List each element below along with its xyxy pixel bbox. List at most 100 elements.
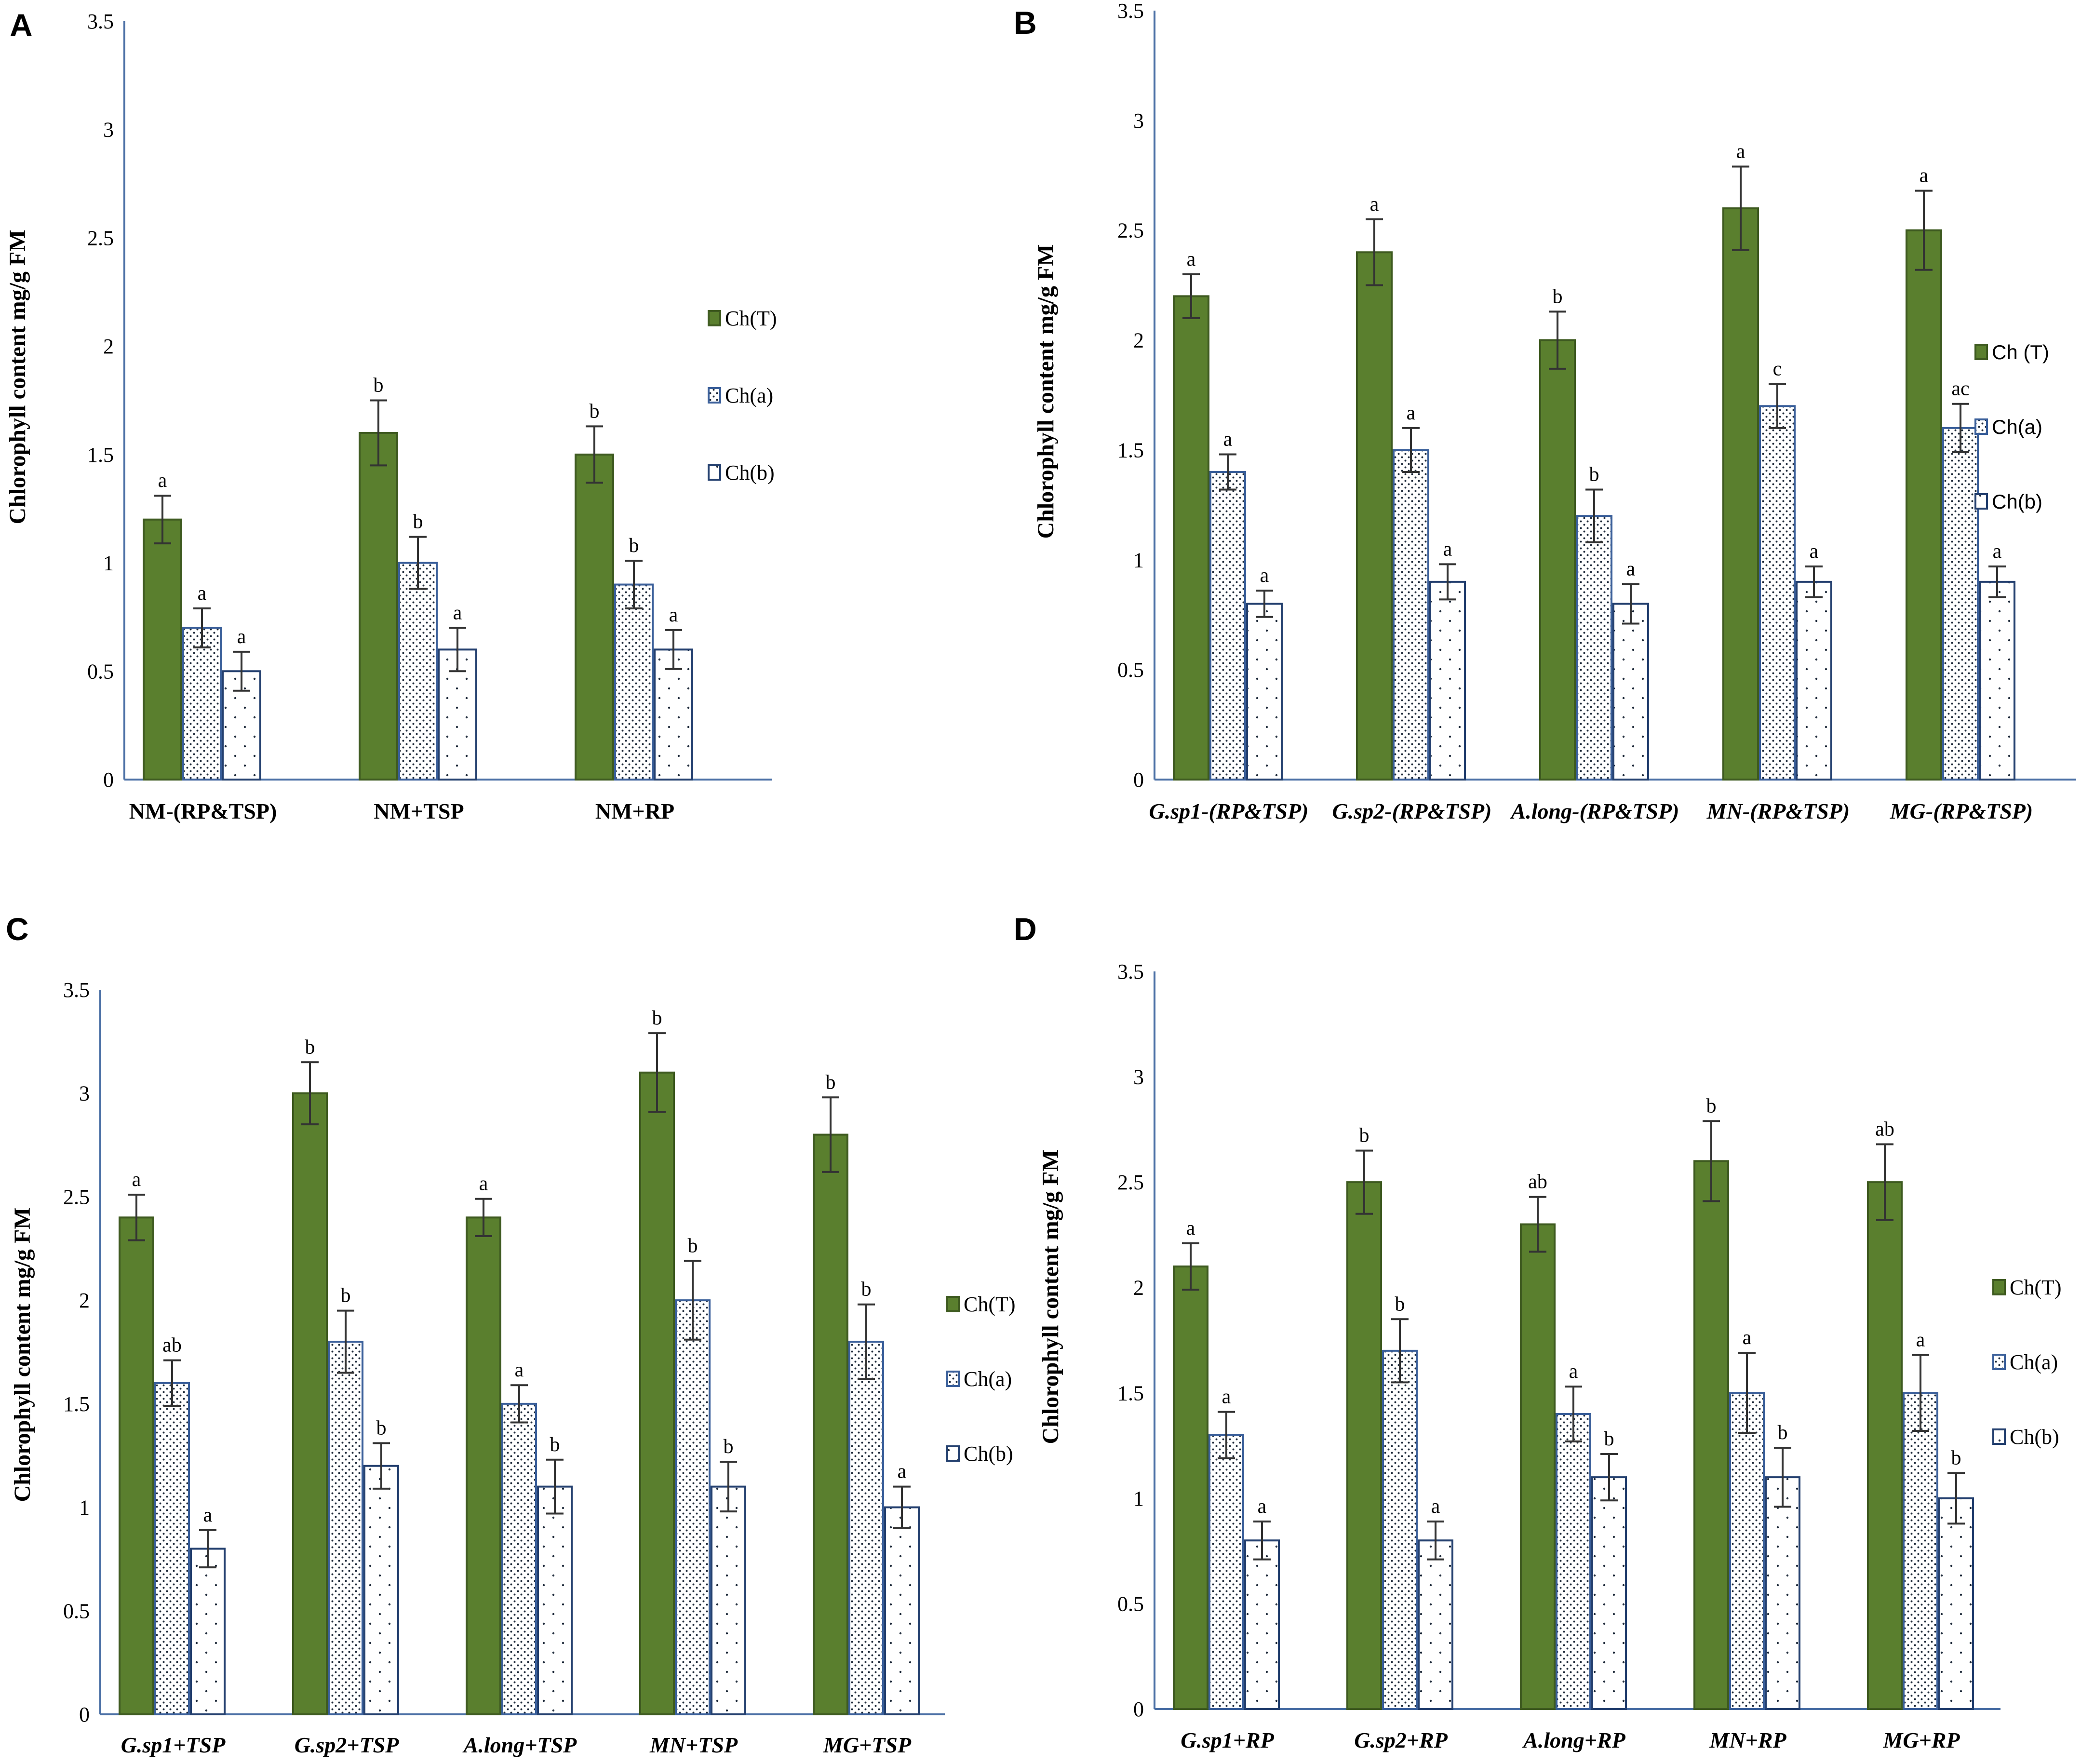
sig-letter: a xyxy=(1186,1217,1195,1239)
legend-label-ch-b: Ch(b) xyxy=(2010,1425,2059,1449)
y-tick-label: 2.5 xyxy=(63,1185,90,1209)
panel-letter: C xyxy=(6,911,29,947)
x-category-label: MN+TSP xyxy=(649,1733,738,1757)
significance-letters: a b ab b ab a b a a a a a b b b xyxy=(1186,1095,1961,1518)
sig-letter: b xyxy=(1589,463,1599,485)
error-bar xyxy=(1774,1446,1791,1508)
y-tick-label: 3 xyxy=(1133,1065,1144,1089)
legend-label-ch-t: Ch (T) xyxy=(1992,341,2049,364)
bar-ch-b xyxy=(1796,580,1832,781)
bar-ch-b xyxy=(1765,1476,1800,1710)
legend-swatch-ch-t xyxy=(946,1296,960,1312)
error-bar xyxy=(1218,1411,1235,1459)
bar-ch-b xyxy=(1979,580,2015,781)
sig-letter: a xyxy=(515,1359,524,1381)
y-tick-label: 1 xyxy=(79,1496,90,1520)
error-bar xyxy=(154,495,171,545)
legend: Ch (T) Ch(a) Ch(b) xyxy=(1992,341,2049,513)
error-bar xyxy=(1256,590,1273,618)
sig-letter: a xyxy=(237,626,246,648)
bar-ch-t xyxy=(1520,1223,1556,1710)
x-category-label: MG-(RP&TSP) xyxy=(1890,799,2033,823)
y-tick-label: 2 xyxy=(1133,1276,1144,1300)
x-category-label: NM-(RP&TSP) xyxy=(129,799,277,823)
y-tick-label: 2.5 xyxy=(1117,1171,1144,1194)
legend-label-ch-a: Ch(a) xyxy=(725,384,773,407)
legend-swatch-ch-a xyxy=(1974,418,1988,435)
error-bar xyxy=(1738,1352,1756,1434)
sig-letter: b xyxy=(590,400,600,422)
sig-letter: a xyxy=(1626,558,1636,580)
y-tick-label: 3.5 xyxy=(1117,960,1144,983)
error-bar xyxy=(193,607,211,648)
error-bar xyxy=(586,425,603,484)
bar-ch-b xyxy=(711,1485,746,1716)
bar-ch-a xyxy=(328,1341,363,1715)
bar-ch-t xyxy=(1173,1266,1208,1710)
y-tick-label: 3 xyxy=(79,1082,90,1105)
bar-ch-b xyxy=(1612,603,1649,781)
x-category-labels: G.sp1+RP G.sp2+RP A.long+RP MN+RP MG+RP xyxy=(1181,1728,1960,1752)
legend-swatch-ch-a xyxy=(946,1371,960,1387)
sig-letter: a xyxy=(158,470,167,492)
legend-swatch-ch-b xyxy=(708,464,721,481)
sig-letter: b xyxy=(652,1007,662,1029)
y-tick-label: 2 xyxy=(1133,329,1144,352)
legend: Ch(T) Ch(a) Ch(b) xyxy=(725,307,777,485)
sig-letter: b xyxy=(376,1417,387,1439)
sig-letter: b xyxy=(826,1071,836,1093)
sig-letter: a xyxy=(1920,165,1929,187)
x-category-label: G.sp2-(RP&TSP) xyxy=(1332,799,1492,823)
sig-letter: ac xyxy=(1951,378,1969,400)
error-bar xyxy=(1732,165,1749,251)
legend-swatch-ch-b xyxy=(946,1445,960,1462)
legend-swatches xyxy=(946,1296,960,1462)
error-bar xyxy=(648,1032,666,1113)
error-bar xyxy=(1391,1318,1409,1384)
error-bar xyxy=(1947,1472,1965,1525)
error-bar xyxy=(1439,563,1456,601)
x-category-label: G.sp1+TSP xyxy=(121,1733,226,1757)
sig-letter: b xyxy=(1604,1428,1614,1450)
bar-ch-t xyxy=(1539,339,1576,781)
panel-a: A Chlorophyll content mg/g FM 0 0.5 1 1.… xyxy=(5,7,777,823)
y-tick-label: 0 xyxy=(79,1703,90,1726)
error-bar xyxy=(1703,1120,1720,1202)
panel-letter: A xyxy=(10,7,33,43)
bar-ch-a xyxy=(1729,1392,1765,1710)
bar-ch-t xyxy=(1867,1181,1903,1710)
bar-ch-a xyxy=(1576,515,1612,781)
legend-swatch-ch-t xyxy=(708,310,721,326)
bar-ch-t xyxy=(143,518,182,781)
legend: Ch(T) Ch(a) Ch(b) xyxy=(964,1293,1016,1466)
sig-letter: a xyxy=(1443,538,1452,560)
bar-ch-a xyxy=(1759,405,1796,781)
legend-label-ch-t: Ch(T) xyxy=(725,307,777,330)
bar-ch-t xyxy=(292,1092,328,1716)
legend-label-ch-a: Ch(a) xyxy=(1992,416,2042,438)
y-tick-label: 0.5 xyxy=(63,1599,90,1623)
sig-letter: a xyxy=(1916,1329,1925,1351)
legend-swatches xyxy=(708,310,721,481)
panel-letter: D xyxy=(1014,911,1037,947)
bar-ch-t xyxy=(1356,251,1393,781)
legend: Ch(T) Ch(a) Ch(b) xyxy=(2010,1276,2062,1449)
y-tick-label: 2 xyxy=(79,1289,90,1312)
y-tick-label: 1.5 xyxy=(1117,1381,1144,1405)
sig-letter: a xyxy=(1260,565,1269,587)
bar-ch-b xyxy=(537,1485,573,1716)
y-axis-label: Chlorophyll content mg/g FM xyxy=(1038,1149,1063,1444)
bar-ch-a xyxy=(848,1341,884,1715)
sig-letter: b xyxy=(1951,1447,1961,1469)
legend-swatches xyxy=(1974,344,1988,510)
error-bar xyxy=(546,1458,564,1515)
sig-letter: c xyxy=(1773,358,1782,380)
error-bar xyxy=(1529,1196,1546,1253)
x-category-label: G.sp2+TSP xyxy=(295,1733,400,1757)
bar-ch-a xyxy=(182,627,222,781)
x-category-label: G.sp1+RP xyxy=(1181,1728,1275,1752)
x-category-label: MN+RP xyxy=(1709,1728,1786,1752)
error-bar xyxy=(1769,383,1786,429)
x-category-label: NM+TSP xyxy=(374,799,464,823)
